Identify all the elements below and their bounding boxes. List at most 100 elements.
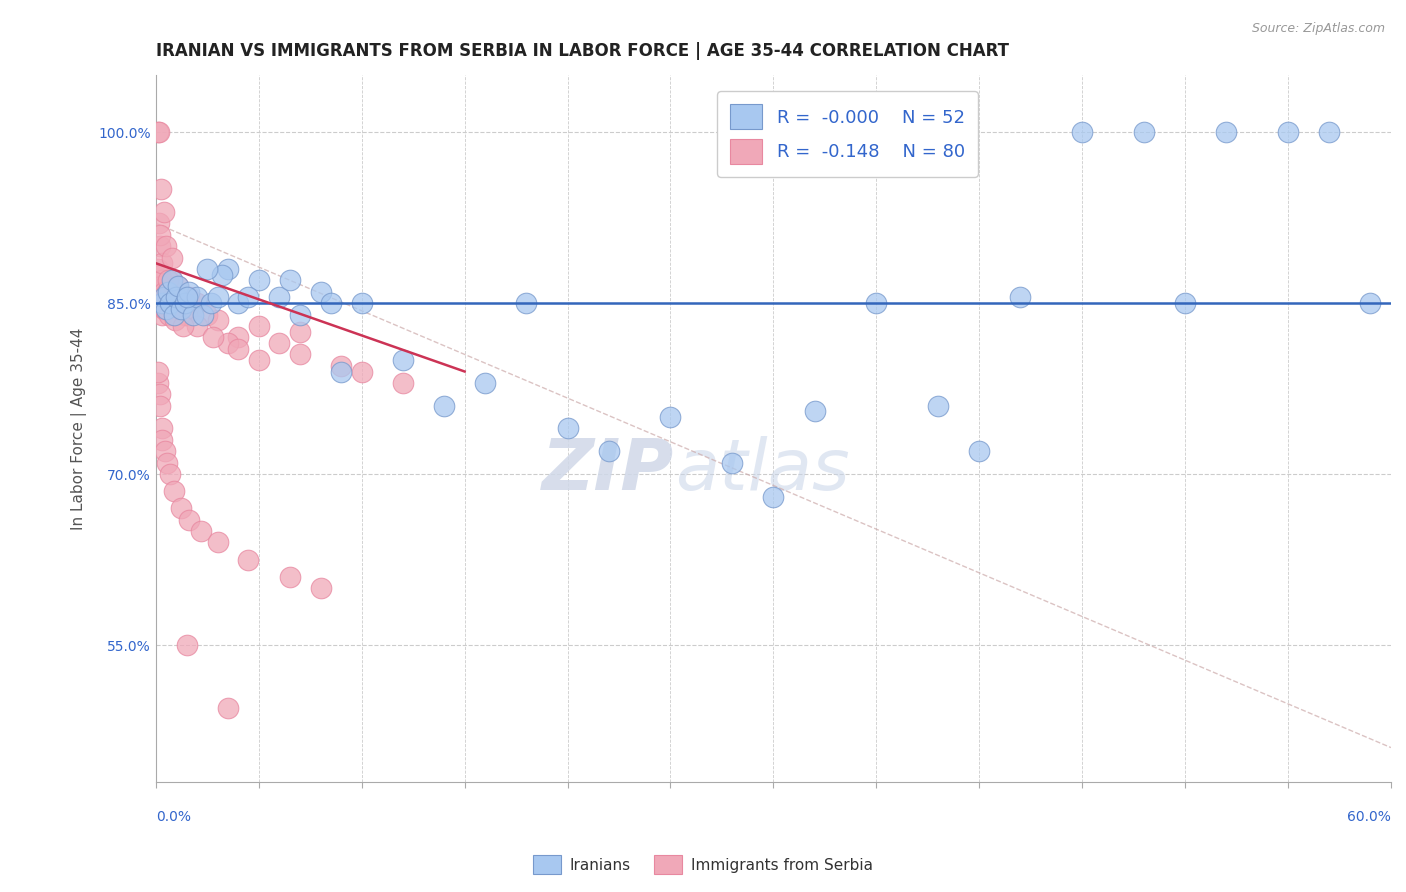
- Point: [163, 484, 186, 499]
- Point: [557, 421, 579, 435]
- Text: 0.0%: 0.0%: [156, 810, 191, 824]
- Point: [1360, 296, 1382, 310]
- Point: [217, 700, 239, 714]
- Point: [165, 290, 187, 304]
- Point: [1010, 290, 1032, 304]
- Point: [177, 285, 200, 299]
- Point: [176, 290, 198, 304]
- Point: [167, 279, 190, 293]
- Point: [148, 125, 170, 139]
- Point: [177, 513, 200, 527]
- Point: [148, 262, 170, 277]
- Point: [969, 444, 991, 458]
- Point: [186, 318, 208, 333]
- Point: [433, 399, 456, 413]
- Point: [153, 290, 176, 304]
- Point: [288, 347, 311, 361]
- Point: [152, 290, 174, 304]
- Point: [169, 296, 191, 310]
- Point: [162, 251, 184, 265]
- Point: [309, 285, 332, 299]
- Point: [173, 308, 195, 322]
- Point: [762, 490, 785, 504]
- Point: [181, 301, 204, 316]
- Point: [207, 535, 229, 549]
- Point: [181, 308, 204, 322]
- Point: [155, 290, 177, 304]
- Point: [803, 404, 825, 418]
- Point: [149, 399, 172, 413]
- Point: [1133, 125, 1156, 139]
- Point: [150, 421, 173, 435]
- Point: [598, 444, 620, 458]
- Point: [186, 296, 208, 310]
- Point: [155, 239, 177, 253]
- Point: [195, 262, 218, 277]
- Point: [162, 290, 184, 304]
- Point: [176, 638, 198, 652]
- Point: [392, 376, 415, 390]
- Point: [186, 290, 208, 304]
- Point: [1317, 125, 1340, 139]
- Point: [177, 290, 200, 304]
- Point: [350, 364, 373, 378]
- Point: [150, 308, 173, 322]
- Point: [152, 273, 174, 287]
- Point: [207, 290, 229, 304]
- Point: [148, 216, 170, 230]
- Point: [165, 313, 187, 327]
- Point: [1071, 125, 1094, 139]
- Point: [167, 279, 190, 293]
- Point: [927, 399, 949, 413]
- Point: [173, 296, 195, 310]
- Point: [659, 410, 682, 425]
- Point: [217, 336, 239, 351]
- Point: [721, 456, 744, 470]
- Point: [202, 330, 225, 344]
- Point: [149, 239, 172, 253]
- Text: ZIP: ZIP: [543, 436, 675, 506]
- Point: [157, 308, 180, 322]
- Point: [162, 273, 184, 287]
- Point: [278, 569, 301, 583]
- Point: [153, 444, 176, 458]
- Point: [159, 467, 181, 481]
- Point: [153, 205, 176, 219]
- Point: [157, 285, 180, 299]
- Point: [157, 301, 180, 316]
- Point: [330, 359, 353, 373]
- Point: [165, 290, 187, 304]
- Point: [159, 296, 181, 310]
- Point: [157, 273, 180, 287]
- Point: [226, 296, 249, 310]
- Point: [152, 433, 174, 447]
- Point: [190, 524, 212, 538]
- Point: [247, 353, 270, 368]
- Point: [1277, 125, 1299, 139]
- Point: [330, 364, 353, 378]
- Point: [319, 296, 342, 310]
- Point: [149, 182, 172, 196]
- Point: [152, 296, 174, 310]
- Point: [278, 273, 301, 287]
- Point: [150, 296, 173, 310]
- Point: [149, 279, 172, 293]
- Point: [153, 301, 176, 316]
- Point: [163, 308, 186, 322]
- Point: [172, 318, 194, 333]
- Point: [226, 342, 249, 356]
- Point: [176, 308, 198, 322]
- Point: [309, 581, 332, 595]
- Point: [146, 285, 169, 299]
- Point: [152, 301, 174, 316]
- Point: [288, 325, 311, 339]
- Point: [169, 501, 191, 516]
- Point: [350, 296, 373, 310]
- Point: [238, 552, 260, 566]
- Point: [207, 313, 229, 327]
- Point: [146, 296, 169, 310]
- Point: [153, 285, 176, 299]
- Point: [247, 273, 270, 287]
- Point: [149, 296, 172, 310]
- Point: [155, 296, 177, 310]
